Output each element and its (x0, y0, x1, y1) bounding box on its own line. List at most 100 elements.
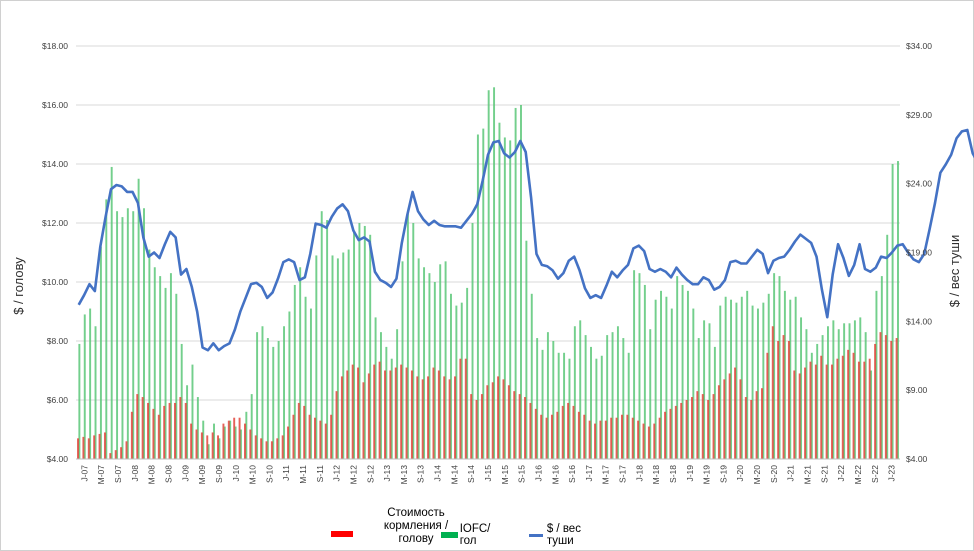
bar-iofc (676, 276, 679, 459)
bar-iofc (94, 326, 97, 459)
bar-iofc (164, 287, 167, 459)
x-tick-label: J-23 (887, 465, 897, 482)
bar-iofc (487, 90, 490, 459)
x-tick-label: J-16 (533, 465, 543, 482)
x-tick-label: S-14 (466, 465, 476, 483)
bar-feed-cost (405, 367, 408, 459)
y-right-tick-label: $19.00 (906, 248, 932, 258)
bar-feed-cost (524, 397, 526, 459)
y-left-tick-label: $4.00 (47, 454, 69, 464)
x-tick-label: J-21 (786, 465, 796, 482)
bar-feed-cost (464, 358, 467, 459)
legend-label-feed-3: голову (398, 533, 434, 545)
bar-feed-cost (755, 391, 758, 459)
bar-feed-cost (335, 391, 338, 459)
bar-feed-cost (642, 423, 645, 459)
bar-feed-cost (276, 438, 279, 459)
bar-iofc (439, 264, 442, 459)
bar-feed-cost (545, 417, 548, 459)
x-tick-label: J-20 (735, 465, 745, 482)
bar-iofc (175, 293, 178, 459)
legend-label-iofc: IOFC/гол (459, 523, 491, 547)
y-right-tick-label: $4.00 (906, 454, 928, 464)
bar-feed-cost (292, 414, 295, 459)
bar-iofc (568, 358, 571, 459)
x-tick-label: S-16 (567, 465, 577, 483)
bar-feed-cost (454, 376, 456, 459)
bar-iofc (89, 308, 92, 459)
bar-iofc (326, 220, 329, 459)
x-tick-label: J-22 (836, 465, 846, 482)
bar-iofc (773, 273, 776, 459)
bar-iofc (223, 426, 226, 459)
axes: $4.00 $6.00 $8.00 $10.00 $12.00 $14.00 $16.00 $… (42, 41, 932, 484)
bar-feed-cost (583, 414, 586, 459)
bar-iofc (137, 178, 140, 459)
bar-iofc (471, 223, 474, 459)
bar-feed-cost (394, 367, 397, 459)
bar-iofc (697, 338, 700, 459)
bar-feed-cost (615, 417, 618, 459)
bar-iofc (827, 326, 829, 459)
bar-feed-cost (373, 364, 376, 459)
bar-feed-cost (723, 379, 726, 459)
bar-iofc (778, 276, 781, 459)
bar-feed-cost (534, 408, 537, 459)
bar-feed-cost (270, 441, 273, 459)
bar-iofc (374, 317, 377, 459)
bar-iofc (633, 270, 636, 459)
bar-feed-cost (685, 400, 688, 459)
bar-feed-cost (550, 414, 553, 459)
bar-feed-cost (437, 370, 440, 459)
bar-iofc (751, 305, 754, 459)
bar-feed-cost (507, 385, 510, 459)
bar-feed-cost (734, 367, 737, 459)
x-tick-label: J-09 (180, 465, 190, 482)
x-tick-label: M-11 (298, 465, 308, 484)
bar-feed-cost (308, 414, 311, 459)
bar-feed-cost (567, 402, 570, 459)
bar-iofc (347, 249, 350, 459)
bar-iofc (428, 273, 431, 459)
x-tick-label: M-16 (550, 465, 560, 485)
bar-feed-cost (561, 405, 564, 459)
bar-iofc (380, 332, 382, 459)
bar-feed-cost (287, 426, 290, 459)
bar-iofc (105, 199, 108, 459)
bar-feed-cost (190, 423, 193, 459)
bar-iofc (767, 293, 770, 459)
bar-iofc (746, 290, 749, 459)
bar-feed-cost (766, 352, 769, 459)
bar-feed-cost (470, 394, 473, 459)
bar-feed-cost (357, 367, 360, 459)
bar-feed-cost (421, 379, 424, 459)
legend-label-feed-1: Стоимость (387, 507, 445, 519)
bar-iofc (794, 296, 797, 459)
bar-iofc (724, 296, 727, 459)
bar-iofc (730, 299, 732, 459)
bar-feed-cost (384, 370, 386, 459)
bar-feed-cost (443, 376, 446, 459)
bar-iofc (455, 305, 458, 459)
bar-feed-cost (658, 417, 661, 459)
bar-feed-cost (728, 373, 731, 459)
bar-iofc (789, 299, 792, 459)
bar-iofc (756, 308, 759, 459)
x-tick-label: J-12 (332, 465, 342, 482)
bar-feed-cost (604, 420, 607, 459)
bar-feed-cost (346, 370, 349, 459)
x-tick-label: S-08 (163, 465, 173, 483)
bar-iofc (573, 326, 576, 459)
bar-iofc (536, 338, 539, 459)
bar-iofc (406, 214, 409, 459)
bar-feed-cost (620, 414, 623, 459)
bar-iofc (304, 296, 307, 459)
bar-feed-cost (157, 414, 160, 459)
bar-feed-cost (416, 376, 419, 459)
x-tick-label: M-08 (147, 465, 157, 485)
bar-feed-cost (130, 411, 133, 459)
bar-iofc (315, 255, 318, 459)
bar-feed-cost (448, 379, 451, 459)
bar-iofc (821, 335, 824, 459)
bar-iofc (433, 282, 436, 459)
